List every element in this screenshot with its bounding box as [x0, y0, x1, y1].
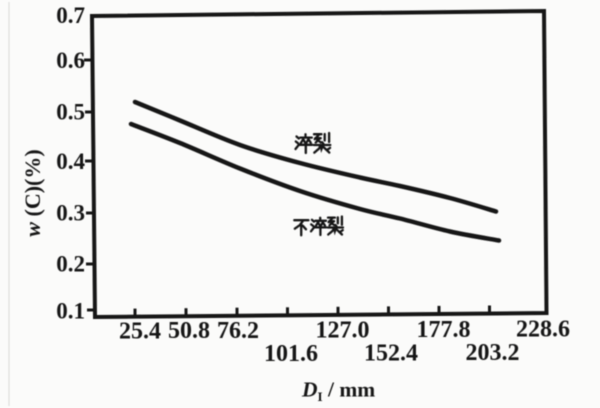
svg-text:0.4: 0.4	[56, 149, 85, 174]
svg-text:76.2: 76.2	[217, 318, 259, 344]
svg-text:50.8: 50.8	[168, 318, 210, 344]
svg-text:0.5: 0.5	[56, 100, 85, 125]
svg-text:w (C)(%): w (C)(%)	[20, 149, 45, 236]
svg-text:25.4: 25.4	[119, 319, 161, 345]
svg-text:0.6: 0.6	[56, 48, 85, 73]
svg-text:228.6: 228.6	[516, 317, 570, 343]
svg-text:DI / mm: DI / mm	[301, 378, 375, 405]
svg-text:203.2: 203.2	[466, 340, 520, 366]
svg-text:127.0: 127.0	[316, 318, 370, 344]
svg-text:177.8: 177.8	[417, 317, 471, 343]
svg-text:0.7: 0.7	[56, 3, 85, 28]
svg-text:0.3: 0.3	[56, 201, 85, 226]
svg-text:101.6: 101.6	[264, 341, 318, 367]
svg-text:0.1: 0.1	[56, 299, 85, 324]
svg-text:0.2: 0.2	[56, 252, 85, 277]
svg-text:152.4: 152.4	[364, 341, 418, 367]
